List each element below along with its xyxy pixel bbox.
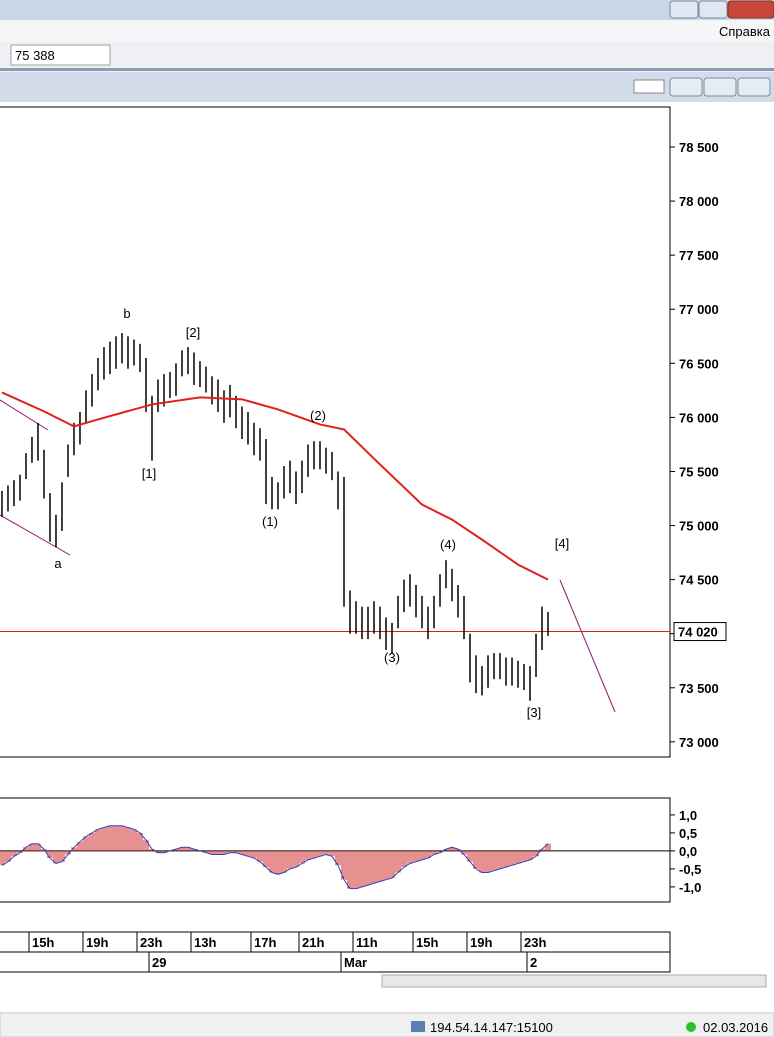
date-tick-label: 29: [152, 955, 166, 970]
y-tick-label: 73 500: [679, 681, 719, 696]
y-tick-label: 78 500: [679, 140, 719, 155]
trendline: [0, 514, 71, 556]
toolbar: [0, 42, 774, 68]
wave-label: (1): [262, 514, 278, 529]
menu-bar: [0, 20, 774, 42]
y-tick-label: 76 000: [679, 410, 719, 425]
wave-label: (3): [384, 650, 400, 665]
y-tick-label: 77 500: [679, 248, 719, 263]
close-button[interactable]: [737, 77, 771, 97]
osc-tick-label: -1,0: [679, 880, 701, 895]
y-tick-label: 75 000: [679, 519, 719, 534]
wave-label: [4]: [555, 536, 569, 551]
current-price-box: [673, 622, 727, 642]
time-tick-label: 17h: [254, 935, 276, 950]
projection-line: [559, 579, 616, 713]
y-tick-label: 74 500: [679, 573, 719, 588]
osc-tick-label: 0,5: [679, 826, 697, 841]
title-bar: [0, 0, 774, 20]
y-tick-label: 77 000: [679, 302, 719, 317]
y-tick-label: 75 500: [679, 464, 719, 479]
y-tick-label: 78 000: [679, 194, 719, 209]
price-panel: [0, 106, 671, 758]
status-bar: [0, 1012, 774, 1037]
y-tick-label: 76 500: [679, 356, 719, 371]
input-text: 75 388: [15, 48, 55, 63]
wave-label: [1]: [142, 466, 156, 481]
current-price-label: 74 020: [678, 625, 718, 640]
network-icon: [411, 1021, 425, 1032]
time-tick-label: 15h: [416, 935, 438, 950]
osc-line: [1, 825, 549, 890]
date-tick-label: Mar: [344, 955, 367, 970]
status-server: 194.54.14.147:15100: [430, 1020, 553, 1035]
wave-label: a: [54, 556, 62, 571]
menu-item[interactable]: Справка: [719, 24, 771, 39]
minimize-button[interactable]: [669, 0, 699, 19]
scrollbar[interactable]: [381, 974, 767, 988]
wave-label: [2]: [186, 325, 200, 340]
time-tick-label: 19h: [470, 935, 492, 950]
moving-average: [1, 391, 549, 581]
input-box[interactable]: [10, 44, 111, 66]
osc-tick-label: 0,0: [679, 844, 697, 859]
oscillator-panel: [0, 797, 671, 903]
osc-tick-label: -0,5: [679, 862, 701, 877]
wave-label: (2): [310, 408, 326, 423]
wave-label: [3]: [527, 705, 541, 720]
date-tick-label: 2: [530, 955, 537, 970]
minimize-button[interactable]: [669, 77, 703, 97]
time-tick-label: 11h: [356, 935, 378, 950]
separator: [0, 68, 774, 71]
anchor-button[interactable]: [633, 79, 665, 94]
y-tick-label: 73 000: [679, 735, 719, 750]
trendline: [0, 399, 49, 431]
restore-button[interactable]: [703, 77, 737, 97]
wave-label: (4): [440, 537, 456, 552]
status-indicator: [686, 1022, 696, 1032]
close-button[interactable]: [727, 0, 774, 19]
restore-button[interactable]: [698, 0, 728, 19]
time-tick-label: 23h: [524, 935, 546, 950]
time-tick-label: 19h: [86, 935, 108, 950]
time-tick-label: 23h: [140, 935, 162, 950]
wave-label: b: [123, 306, 130, 321]
osc-tick-label: 1,0: [679, 808, 697, 823]
status-date: 02.03.2016: [703, 1020, 768, 1035]
time-tick-label: 15h: [32, 935, 54, 950]
time-tick-label: 21h: [302, 935, 324, 950]
time-tick-label: 13h: [194, 935, 216, 950]
